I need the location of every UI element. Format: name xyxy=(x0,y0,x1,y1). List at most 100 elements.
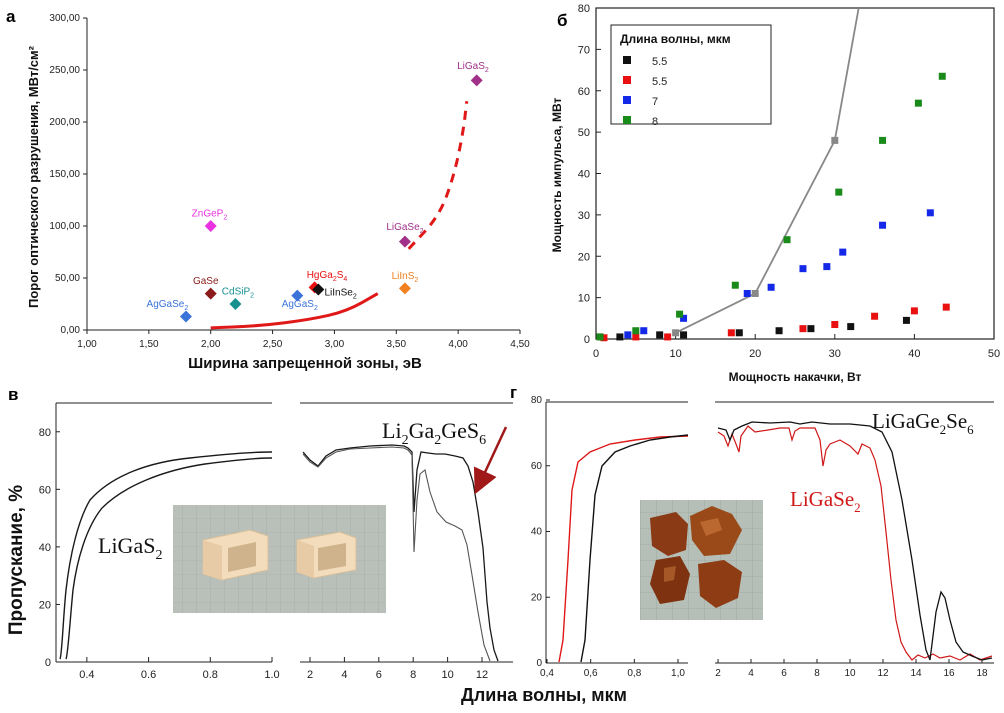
ligeges-curve-2 xyxy=(302,446,491,662)
legend-marker xyxy=(623,56,631,64)
chart-v-ytick-label: 60 xyxy=(39,484,51,496)
chart-b-grey-marker xyxy=(672,329,680,337)
chart-b-point xyxy=(910,307,918,315)
chart-v-xtick-label: 12 xyxy=(476,669,488,681)
chart-b-point xyxy=(847,323,855,331)
chart-v-xtick-label: 2 xyxy=(307,669,313,681)
chart-b-point xyxy=(767,283,775,291)
chart-v-ytick-label: 0 xyxy=(45,657,51,669)
ligase2-crystal-photo xyxy=(640,500,763,620)
chart-b-xtick-label: 0 xyxy=(593,348,599,360)
chart-g-xtick-label: 12 xyxy=(877,668,889,679)
chart-g-xtick-label: 18 xyxy=(976,668,988,679)
chart-b-point xyxy=(731,281,739,289)
chart-g-xtick-label: 8 xyxy=(814,668,820,679)
chart-b-point xyxy=(640,327,648,335)
chart-a-point-label: LiInSe2​ xyxy=(324,288,356,301)
chart-g-xtick-label: 2 xyxy=(715,668,721,679)
chart-b-point xyxy=(831,321,839,329)
chart-b-grey-marker xyxy=(831,136,839,144)
chart-a-trend-solid xyxy=(210,292,379,330)
chart-b-grey-curve xyxy=(675,7,860,334)
ligas2-crystal-photo xyxy=(173,505,386,613)
chart-a-ytick-label: 0,00 xyxy=(61,325,81,336)
label-ligas2: LiGaS2 xyxy=(98,533,162,563)
chart-g-xtick-label: 0,6 xyxy=(584,668,598,679)
ligege2se6-curve-left xyxy=(580,434,689,663)
chart-g-xtick-label: 4 xyxy=(748,668,754,679)
chart-a-xtick-label: 3,50 xyxy=(387,339,407,350)
chart-b-ytick-label: 10 xyxy=(578,293,590,305)
chart-a-xtick-label: 1,50 xyxy=(139,339,159,350)
chart-g-xtick-label: 16 xyxy=(943,668,955,679)
chart-b-xlabel: Мощность накачки, Вт xyxy=(729,370,862,384)
chart-v-xtick-label: 0.6 xyxy=(141,669,156,681)
chart-b-point xyxy=(879,221,887,229)
chart-a-xtick-label: 4,50 xyxy=(510,339,530,350)
chart-g-xtick-label: 14 xyxy=(910,668,922,679)
chart-a-point-label: LiInS2​ xyxy=(392,271,419,284)
legend-marker xyxy=(623,96,631,104)
ligeges-curve-1 xyxy=(302,444,499,662)
label-li2ga2ges6: Li2Ga2GeS6 xyxy=(382,418,486,448)
legend-label: 8 xyxy=(652,116,658,128)
chart-a-point xyxy=(291,289,304,302)
chart-a-ytick-label: 300,00 xyxy=(49,13,80,24)
chart-b-point xyxy=(902,316,910,324)
chart-g-ytick-label: 0 xyxy=(536,658,542,669)
chart-b-point xyxy=(664,333,672,341)
chart-g-ytick-label: 60 xyxy=(531,461,543,472)
chart-a-xtick-label: 4,00 xyxy=(448,339,468,350)
chart-a-point-label: LiGaS2​ xyxy=(457,61,489,74)
chart-v-xtick-label: 10 xyxy=(441,669,453,681)
legend-label: 5.5 xyxy=(652,56,667,68)
chart-a-xlabel: Ширина запрещенной зоны, эВ xyxy=(188,355,422,372)
chart-v: в 0 20 40 60 80 0.4 0.6 0.8 1.0 2 4 6 8 10 12 LiGaS2… xyxy=(6,385,513,681)
chart-b-point xyxy=(942,303,950,311)
chart-b-point xyxy=(743,289,751,297)
chart-b-point xyxy=(799,265,807,273)
chart-b-point xyxy=(938,72,946,80)
chart-v-ytick-label: 20 xyxy=(39,599,51,611)
chart-b-point xyxy=(807,325,815,333)
chart-b-point xyxy=(600,334,608,342)
chart-g-ytick-label: 40 xyxy=(531,527,543,538)
panel-label-a: а xyxy=(6,7,16,26)
chart-b-xtick-label: 20 xyxy=(749,348,761,360)
chart-b-point xyxy=(680,314,688,322)
chart-a-xtick-label: 3,00 xyxy=(325,339,345,350)
chart-b-point xyxy=(823,263,831,271)
ligase2-curve-left xyxy=(558,435,689,663)
legend-title: Длина волны, мкм xyxy=(620,32,731,46)
chart-a: а 1,00 1,50 2,00 2,50 3,00 3,50 4,00 4,50 0,00 5… xyxy=(6,7,530,372)
chart-b-ytick-label: 0 xyxy=(584,334,590,346)
chart-a-trend-dashed xyxy=(407,101,469,250)
chart-a-point-label: CdSiP2​ xyxy=(222,287,254,300)
ligase2-curve-right xyxy=(717,425,993,661)
chart-b-point xyxy=(783,236,791,244)
legend-marker xyxy=(623,76,631,84)
chart-b-point xyxy=(735,329,743,337)
chart-a-point xyxy=(470,74,483,87)
legend-label: 5.5 xyxy=(652,76,667,88)
chart-b-point xyxy=(656,331,664,339)
panel-label-g: г xyxy=(510,383,517,402)
chart-b-point xyxy=(596,333,604,341)
chart-a-point xyxy=(204,220,217,232)
chart-b-point xyxy=(914,99,922,107)
chart-b-point xyxy=(616,333,624,341)
chart-g-xtick-label: 0,8 xyxy=(627,668,641,679)
chart-a-point xyxy=(398,282,411,295)
chart-b-ytick-label: 50 xyxy=(578,127,590,139)
chart-v-xtick-label: 0.4 xyxy=(79,669,94,681)
chart-v-ytick-label: 40 xyxy=(39,542,51,554)
chart-b-point xyxy=(799,325,807,333)
chart-a-point-label: AgGaSe2​ xyxy=(147,299,189,312)
ligas2-curve-1 xyxy=(59,451,273,660)
chart-b: б 0 10 20 30 40 50 0 10 20 30 40 50 60 70 80 Длина во… xyxy=(550,3,1000,384)
arrow-icon xyxy=(473,426,508,495)
chart-b-xtick-label: 30 xyxy=(829,348,841,360)
chart-a-point xyxy=(229,298,242,310)
chart-b-point xyxy=(879,136,887,144)
chart-b-point xyxy=(926,209,934,217)
